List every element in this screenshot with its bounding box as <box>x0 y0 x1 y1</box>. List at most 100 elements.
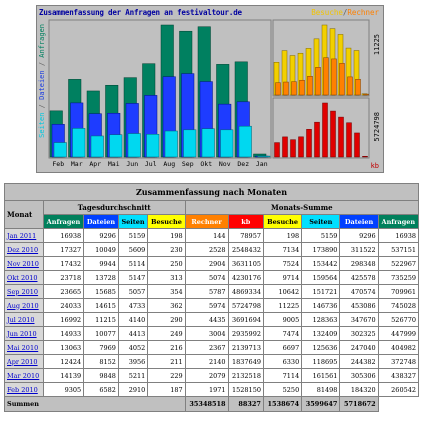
value-cell: 4230176 <box>227 270 264 285</box>
value-cell: 3631105 <box>227 256 264 271</box>
value-cell: 13728 <box>83 270 119 285</box>
month-link[interactable]: Okt 2010 <box>7 273 38 282</box>
value-cell: 5724798 <box>227 298 264 313</box>
value-cell: 5250 <box>262 382 303 397</box>
table-row: Dez 2010 17327 10049 5609 230 2528 2548432 7134… <box>4 242 420 257</box>
bar-rechner <box>291 81 297 96</box>
value-cell: 81498 <box>301 382 341 397</box>
month-tick: Okt <box>200 160 212 168</box>
table-row: Mai 2010 13063 7969 4052 216 2367 2139713 6697 1… <box>4 340 420 355</box>
month-cell[interactable]: Jul 2010 <box>4 312 44 327</box>
value-cell: 522967 <box>377 256 420 271</box>
value-cell: 5074 <box>184 270 229 285</box>
month-link[interactable]: Jul 2010 <box>7 315 35 324</box>
month-cell[interactable]: Mai 2010 <box>4 340 44 355</box>
month-cell[interactable]: Jun 2010 <box>4 326 44 341</box>
legend-rechner: Rechner <box>347 8 379 17</box>
month-link[interactable]: Apr 2010 <box>7 357 38 366</box>
value-cell: 78957 <box>227 228 264 243</box>
value-cell: 161561 <box>301 368 341 383</box>
table-row: Feb 2010 9305 6582 2910 187 1971 1528150 5250 81… <box>4 382 420 397</box>
value-cell: 290 <box>147 312 186 327</box>
value-cell: 438327 <box>377 368 420 383</box>
value-cell: 2910 <box>117 382 149 397</box>
value-cell: 5159 <box>301 228 341 243</box>
month-tick: Jun <box>126 160 138 168</box>
month-cell[interactable]: Mar 2010 <box>4 368 44 383</box>
value-cell: 1837649 <box>227 354 264 369</box>
bar-rechner <box>315 67 321 96</box>
value-cell: 7524 <box>262 256 303 271</box>
month-link[interactable]: Mar 2010 <box>7 371 40 380</box>
value-cell: 9296 <box>339 228 379 243</box>
col-besuche-sum: Besuche <box>262 214 303 229</box>
bar-seiten <box>164 130 178 158</box>
value-cell: 735259 <box>377 270 420 285</box>
value-cell: 5609 <box>117 242 149 257</box>
visits-panel <box>272 19 370 97</box>
bar-kb <box>338 116 344 158</box>
month-cell[interactable]: Dez 2010 <box>4 242 44 257</box>
value-cell: 709961 <box>377 284 420 299</box>
bar-seiten <box>220 129 234 158</box>
graph-canvas: Feb Mar Apr Mai Jun Jul Aug Sep Okt Nov Dez Jan <box>48 19 370 168</box>
table-row: Mar 2010 14139 9848 5211 229 2079 2132518 7114 1… <box>4 368 420 383</box>
value-cell: 9714 <box>262 270 303 285</box>
month-link[interactable]: Jun 2010 <box>7 329 37 338</box>
value-cell: 159564 <box>301 270 341 285</box>
table-row: Okt 2010 23718 13728 5147 313 5074 4230176 9714… <box>4 270 420 285</box>
month-cell[interactable]: Okt 2010 <box>4 270 44 285</box>
bar-kb <box>330 110 336 158</box>
col-kb: kb <box>227 214 264 229</box>
value-cell: 526770 <box>377 312 420 327</box>
value-cell: 9305 <box>42 382 85 397</box>
month-tick: Jan <box>256 160 268 168</box>
month-cell[interactable]: Jan 2011 <box>4 228 44 243</box>
value-cell: 6582 <box>83 382 119 397</box>
col-anfragen-sum: Anfragen <box>377 214 420 229</box>
bar-kb <box>322 102 328 158</box>
month-cell[interactable]: Aug 2010 <box>4 298 44 313</box>
summen-kb: 35348518 <box>184 396 229 412</box>
month-tick: Jul <box>145 160 157 168</box>
left-panel <box>48 19 272 159</box>
bar-kb <box>306 129 312 158</box>
kb-panel <box>272 97 370 159</box>
month-cell[interactable]: Nov 2010 <box>4 256 44 271</box>
bar-kb <box>346 122 352 158</box>
bar-seiten <box>146 134 160 158</box>
month-link[interactable]: Mai 2010 <box>7 343 39 352</box>
bar-kb <box>274 142 280 158</box>
value-cell: 10642 <box>262 284 303 299</box>
monthly-summary-table: Zusammenfassung nach Monaten Monat Tages… <box>4 183 420 412</box>
value-cell: 1528150 <box>227 382 264 397</box>
month-link[interactable]: Aug 2010 <box>7 301 39 310</box>
value-cell: 12424 <box>42 354 85 369</box>
bar-seiten <box>109 134 123 158</box>
month-cell[interactable]: Apr 2010 <box>4 354 44 369</box>
month-cell[interactable]: Sep 2010 <box>4 284 44 299</box>
value-cell: 14933 <box>42 326 85 341</box>
month-link[interactable]: Nov 2010 <box>7 259 39 268</box>
month-link[interactable]: Sep 2010 <box>7 287 39 296</box>
value-cell: 211 <box>147 354 186 369</box>
month-tick: Apr <box>89 160 101 168</box>
table-row: Sep 2010 23665 15685 5057 354 5787 4869334 1064… <box>4 284 420 299</box>
month-link[interactable]: Feb 2010 <box>7 385 38 394</box>
value-cell: 23665 <box>42 284 85 299</box>
month-cell[interactable]: Feb 2010 <box>4 382 44 397</box>
month-link[interactable]: Dez 2010 <box>7 245 39 254</box>
bar-seiten <box>257 155 271 158</box>
bar-kb <box>298 136 304 158</box>
bar-seiten <box>90 135 104 158</box>
month-link[interactable]: Jan 2011 <box>7 231 37 240</box>
value-cell: 146736 <box>301 298 341 313</box>
value-cell: 15685 <box>83 284 119 299</box>
value-cell: 354 <box>147 284 186 299</box>
bar-kb <box>290 139 296 158</box>
col-anfragen: Anfragen <box>42 214 85 229</box>
bar-seiten <box>201 128 215 158</box>
value-cell: 7134 <box>262 242 303 257</box>
summen-seiten: 1538674 <box>262 396 303 412</box>
value-cell: 2079 <box>184 368 229 383</box>
